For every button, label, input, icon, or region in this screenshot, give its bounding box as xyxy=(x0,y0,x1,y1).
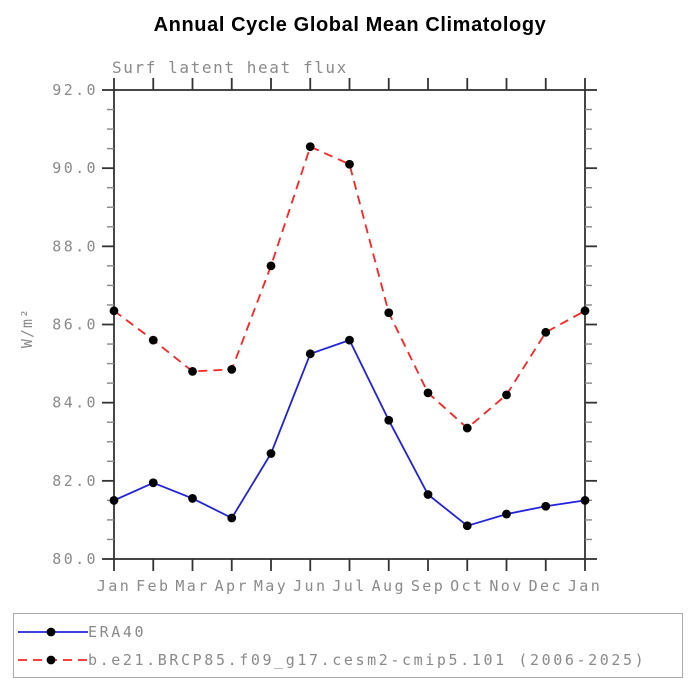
x-axis-tick-label: Jan xyxy=(97,577,131,595)
cesm2-model-marker xyxy=(462,423,472,433)
x-axis-tick-label: Jun xyxy=(293,577,327,595)
x-axis-tick-label: Jan xyxy=(568,577,602,595)
x-axis-tick-label: Sep xyxy=(411,577,445,595)
x-axis-tick-label: Nov xyxy=(489,577,523,595)
chart-subtitle: Surf latent heat flux xyxy=(112,58,348,77)
y-axis-tick-label: 88.0 xyxy=(52,237,98,255)
cesm2-model-marker xyxy=(266,261,276,271)
cesm2-model-marker xyxy=(345,159,354,169)
x-axis-tick-label: Oct xyxy=(450,577,484,595)
legend-box: ERA40 b.e21.BRCP85.f09_g17.cesm2-cmip5.1… xyxy=(13,613,683,678)
era40-marker xyxy=(148,478,158,488)
era40-marker xyxy=(227,513,237,523)
cesm2-model-marker xyxy=(541,327,551,337)
x-axis-tick-label: Dec xyxy=(529,577,563,595)
y-axis-tick-label: 90.0 xyxy=(52,159,98,177)
cesm2-model-marker xyxy=(109,306,119,316)
y-axis-tick-label: 92.0 xyxy=(52,81,98,99)
era40-line xyxy=(113,338,586,527)
cesm2-model-marker xyxy=(580,306,590,316)
era40-marker xyxy=(462,521,472,531)
y-axis-tick-label: 82.0 xyxy=(52,472,98,490)
line-chart-canvas: 80.0 82.0 84.0 86.0 88.0 90.0 92.0 Jan Feb Mar Apr… xyxy=(52,78,602,595)
cesm2-model-marker xyxy=(148,335,158,345)
y-axis: 80.0 82.0 84.0 86.0 88.0 90.0 92.0 xyxy=(52,81,597,568)
era40-marker xyxy=(345,335,354,345)
x-axis-tick-label: Mar xyxy=(175,577,209,595)
cesm2-model-line xyxy=(113,145,586,430)
cesm2-model-marker xyxy=(188,367,197,376)
legend-item-cesm2-model: b.e21.BRCP85.f09_g17.cesm2-cmip5.101 (20… xyxy=(14,649,682,671)
legend-label-cesm2-model: b.e21.BRCP85.f09_g17.cesm2-cmip5.101 (20… xyxy=(88,650,647,669)
y-axis-tick-label: 80.0 xyxy=(52,550,98,568)
chart-title: Annual Cycle Global Mean Climatology xyxy=(153,14,547,36)
cesm2-model-sample-marker xyxy=(46,655,56,664)
era40-marker xyxy=(305,349,315,359)
x-axis-tick-label: Aug xyxy=(372,577,406,595)
x-axis-tick-label: May xyxy=(254,577,288,595)
legend-item-era40: ERA40 xyxy=(14,621,682,643)
era40-line-sample-icon xyxy=(18,627,88,636)
x-axis-tick-label: Jul xyxy=(332,577,366,595)
era40-marker xyxy=(188,494,197,503)
cesm2-model-series xyxy=(109,142,590,433)
y-axis-tick-label: 86.0 xyxy=(52,316,98,334)
cesm2-model-marker xyxy=(384,308,394,318)
x-axis: Jan Feb Mar Apr May Jun Jul Aug Sep Oct Nov Dec Jan xyxy=(97,78,602,595)
era40-marker xyxy=(384,415,394,425)
cesm2-model-marker xyxy=(502,390,511,400)
era40-marker xyxy=(266,449,276,458)
era40-marker xyxy=(580,495,590,505)
era40-marker xyxy=(423,490,433,499)
cesm2-model-marker xyxy=(305,142,315,152)
era40-marker xyxy=(109,495,119,505)
cesm2-model-marker xyxy=(423,388,433,398)
legend-label-era40: ERA40 xyxy=(88,622,147,641)
era40-series xyxy=(109,335,590,531)
era40-marker xyxy=(541,501,551,511)
era40-marker xyxy=(502,509,511,519)
y-axis-tick-label: 84.0 xyxy=(52,394,98,412)
cesm2-model-line-sample-icon xyxy=(18,655,88,664)
cesm2-model-marker xyxy=(227,365,237,374)
x-axis-tick-label: Apr xyxy=(215,577,249,595)
era40-sample-marker xyxy=(46,627,56,636)
x-axis-tick-label: Feb xyxy=(136,577,170,595)
